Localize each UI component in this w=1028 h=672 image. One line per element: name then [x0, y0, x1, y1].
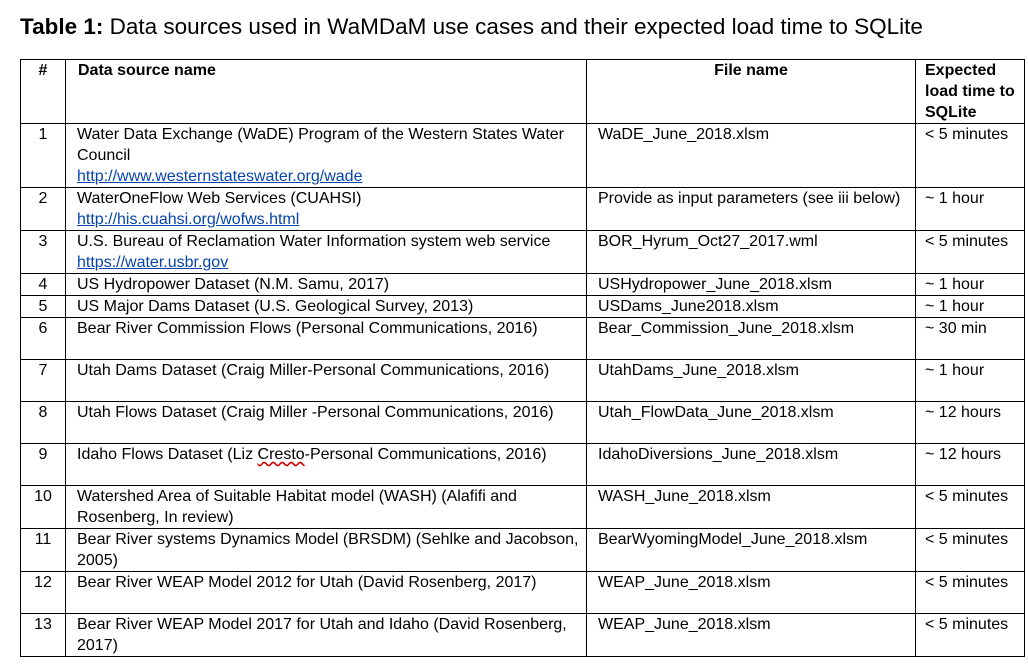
- row-file: BearWyomingModel_June_2018.xlsm: [586, 528, 916, 572]
- header-source: Data source name: [65, 59, 587, 124]
- row-source: US Major Dams Dataset (U.S. Geological S…: [65, 295, 587, 318]
- row-file: BOR_Hyrum_Oct27_2017.wml: [586, 230, 916, 274]
- row-file: USHydropower_June_2018.xlsm: [586, 273, 916, 296]
- row-source: U.S. Bureau of Reclamation Water Informa…: [65, 230, 587, 274]
- row-file: WEAP_June_2018.xlsm: [586, 571, 916, 614]
- row-source: Idaho Flows Dataset (Liz Cresto-Personal…: [65, 443, 587, 486]
- row-num: 6: [20, 317, 66, 360]
- row-load: < 5 minutes: [915, 123, 1025, 188]
- row-num: 5: [20, 295, 66, 318]
- row-file: Bear_Commission_June_2018.xlsm: [586, 317, 916, 360]
- header-num: #: [20, 59, 66, 124]
- table-row: 12 Bear River WEAP Model 2012 for Utah (…: [20, 571, 1025, 614]
- row-file: WaDE_June_2018.xlsm: [586, 123, 916, 188]
- row-file: Provide as input parameters (see iii bel…: [586, 187, 916, 231]
- row-num: 12: [20, 571, 66, 614]
- source-link[interactable]: http://his.cuahsi.org/wofws.html: [77, 211, 300, 228]
- row-file: Utah_FlowData_June_2018.xlsm: [586, 401, 916, 444]
- table-row: 11 Bear River systems Dynamics Model (BR…: [20, 528, 1025, 572]
- table-row: 1 Water Data Exchange (WaDE) Program of …: [20, 123, 1025, 188]
- caption-label: Table 1:: [20, 14, 104, 39]
- row-source: Bear River systems Dynamics Model (BRSDM…: [65, 528, 587, 572]
- row-num: 13: [20, 613, 66, 657]
- table-row: 5 US Major Dams Dataset (U.S. Geological…: [20, 295, 1025, 318]
- row-file: IdahoDiversions_June_2018.xlsm: [586, 443, 916, 486]
- table-row: 2 WaterOneFlow Web Services (CUAHSI) http…: [20, 187, 1025, 231]
- header-row: # Data source name File name Expected lo…: [20, 59, 1025, 124]
- table-row: 10 Watershed Area of Suitable Habitat mo…: [20, 485, 1025, 529]
- spellcheck-word: Cresto: [257, 446, 305, 463]
- row-load: ~ 1 hour: [915, 359, 1025, 402]
- row-load: < 5 minutes: [915, 485, 1025, 529]
- row-source: Utah Dams Dataset (Craig Miller-Personal…: [65, 359, 587, 402]
- row-load: ~ 12 hours: [915, 443, 1025, 486]
- table-row: 13 Bear River WEAP Model 2017 for Utah a…: [20, 613, 1025, 657]
- row-file: UtahDams_June_2018.xlsm: [586, 359, 916, 402]
- row-source: Water Data Exchange (WaDE) Program of th…: [65, 123, 587, 188]
- row-load: ~ 1 hour: [915, 187, 1025, 231]
- row-load: < 5 minutes: [915, 528, 1025, 572]
- source-text: WaterOneFlow Web Services (CUAHSI): [77, 190, 362, 207]
- row-file: WASH_June_2018.xlsm: [586, 485, 916, 529]
- row-load: ~ 12 hours: [915, 401, 1025, 444]
- row-file: USDams_June2018.xlsm: [586, 295, 916, 318]
- table-row: 7 Utah Dams Dataset (Craig Miller-Person…: [20, 359, 1025, 402]
- row-load: ~ 30 min: [915, 317, 1025, 360]
- source-text: Water Data Exchange (WaDE) Program of th…: [77, 126, 564, 164]
- row-source: Bear River Commission Flows (Personal Co…: [65, 317, 587, 360]
- row-source: Bear River WEAP Model 2017 for Utah and …: [65, 613, 587, 657]
- caption-text: Data sources used in WaMDaM use cases an…: [109, 14, 923, 39]
- table-row: 4 US Hydropower Dataset (N.M. Samu, 2017…: [20, 273, 1025, 296]
- row-source: Bear River WEAP Model 2012 for Utah (Dav…: [65, 571, 587, 614]
- row-num: 1: [20, 123, 66, 188]
- row-load: ~ 1 hour: [915, 295, 1025, 318]
- row-load: ~ 1 hour: [915, 273, 1025, 296]
- source-text-start: Idaho Flows Dataset (Liz: [77, 446, 258, 463]
- row-num: 8: [20, 401, 66, 444]
- row-num: 7: [20, 359, 66, 402]
- data-sources-table: # Data source name File name Expected lo…: [20, 59, 1025, 657]
- source-link[interactable]: https://water.usbr.gov: [77, 254, 229, 271]
- row-num: 11: [20, 528, 66, 572]
- header-file: File name: [586, 59, 916, 124]
- row-source: Utah Flows Dataset (Craig Miller -Person…: [65, 401, 587, 444]
- row-load: < 5 minutes: [915, 230, 1025, 274]
- row-num: 2: [20, 187, 66, 231]
- table-row: 3 U.S. Bureau of Reclamation Water Infor…: [20, 230, 1025, 274]
- row-num: 4: [20, 273, 66, 296]
- header-load: Expected load time to SQLite: [915, 59, 1025, 124]
- table-row: 8 Utah Flows Dataset (Craig Miller -Pers…: [20, 401, 1025, 444]
- source-link[interactable]: http://www.westernstateswater.org/wade: [77, 168, 363, 185]
- row-source: WaterOneFlow Web Services (CUAHSI) http:/…: [65, 187, 587, 231]
- row-load: < 5 minutes: [915, 571, 1025, 614]
- source-text-end: -Personal Communications, 2016): [304, 446, 547, 463]
- row-num: 10: [20, 485, 66, 529]
- table-caption: Table 1: Data sources used in WaMDaM use…: [20, 14, 923, 40]
- source-text: U.S. Bureau of Reclamation Water Informa…: [77, 233, 551, 250]
- row-load: < 5 minutes: [915, 613, 1025, 657]
- row-num: 3: [20, 230, 66, 274]
- table-row: 9 Idaho Flows Dataset (Liz Cresto-Person…: [20, 443, 1025, 486]
- table-row: 6 Bear River Commission Flows (Personal …: [20, 317, 1025, 360]
- row-source: Watershed Area of Suitable Habitat model…: [65, 485, 587, 529]
- row-source: US Hydropower Dataset (N.M. Samu, 2017): [65, 273, 587, 296]
- row-num: 9: [20, 443, 66, 486]
- row-file: WEAP_June_2018.xlsm: [586, 613, 916, 657]
